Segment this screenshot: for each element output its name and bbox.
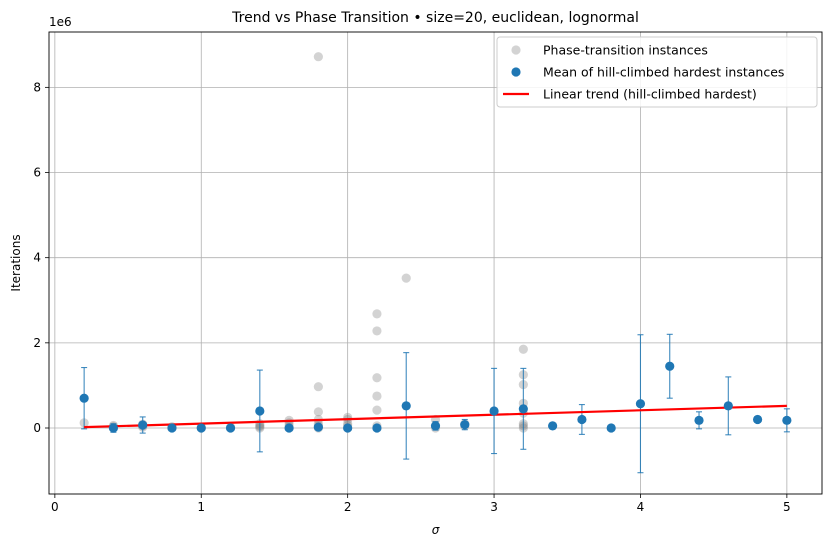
phase-transition-point	[372, 405, 382, 415]
legend-phase-marker	[511, 45, 521, 55]
hill-climbed-mean-point	[196, 423, 206, 433]
phase-transition-point	[313, 407, 323, 417]
y-tick-label: 4	[33, 251, 41, 265]
hill-climbed-mean-point	[225, 423, 236, 433]
hill-climbed-mean-point	[167, 423, 177, 433]
hill-climbed-mean-point	[79, 393, 89, 403]
hill-climbed-mean-point	[284, 423, 294, 433]
x-tick-label: 3	[490, 500, 498, 514]
x-axis-ticks: 0 1 2 3 4 5	[51, 494, 791, 514]
hill-climbed-mean-point	[635, 399, 646, 409]
phase-transition-point	[518, 344, 528, 354]
y-axis-ticks: 0 2 4 6 8	[33, 80, 49, 435]
hill-climbed-mean-point	[430, 421, 441, 431]
x-tick-label: 2	[344, 500, 352, 514]
hill-climbed-mean-point	[694, 415, 704, 425]
legend-mean-label: Mean of hill-climbed hardest instances	[543, 65, 784, 80]
hill-climbed-mean-point	[401, 401, 411, 411]
hill-climbed-mean-point	[577, 414, 587, 425]
phase-transition-point	[313, 382, 323, 392]
legend-mean-marker	[511, 67, 521, 77]
y-tick-label: 2	[33, 336, 41, 350]
hill-climbed-mean-point	[313, 422, 323, 432]
phase-transition-point	[313, 52, 323, 62]
hill-climbed-mean-point	[489, 406, 499, 416]
phase-transition-point	[372, 309, 382, 319]
hill-climbed-mean-point	[665, 361, 675, 371]
legend-trend-label: Linear trend (hill-climbed hardest)	[543, 87, 757, 102]
hill-climbed-mean-point	[138, 420, 148, 430]
y-tick-label: 8	[33, 80, 41, 94]
hill-climbed-mean-point	[606, 423, 616, 433]
x-tick-label: 4	[637, 500, 645, 514]
hill-climbed-mean-point	[548, 421, 558, 431]
x-axis-label: σ	[432, 523, 440, 537]
legend-box	[496, 36, 818, 108]
chart-title: Trend vs Phase Transition • size=20, euc…	[231, 10, 639, 26]
x-tick-label: 5	[783, 500, 791, 514]
hill-climbed-mean-points	[79, 361, 792, 433]
phase-transition-point	[372, 373, 382, 383]
phase-transition-point	[343, 412, 353, 422]
phase-transition-point	[372, 326, 382, 336]
hill-climbed-mean-point	[108, 423, 119, 433]
hill-climbed-mean-point	[460, 419, 470, 430]
hill-climbed-mean-point	[782, 415, 792, 425]
hill-climbed-mean-point	[518, 404, 528, 414]
plot-frame	[48, 31, 823, 495]
y-axis-label: Iterations	[9, 234, 23, 291]
y-axis-offset-label: 1e6	[49, 15, 72, 29]
phase-transition-point	[401, 273, 411, 283]
hill-climbed-mean-point	[372, 423, 382, 433]
x-tick-label: 0	[51, 500, 59, 514]
x-tick-label: 1	[197, 500, 205, 514]
hill-climbed-mean-point	[723, 401, 733, 411]
hill-climbed-mean-point	[255, 406, 265, 416]
phase-transition-point	[372, 391, 382, 401]
y-tick-label: 0	[33, 421, 41, 435]
legend-phase-label: Phase-transition instances	[543, 43, 708, 58]
hill-climbed-mean-point	[343, 423, 353, 433]
y-tick-label: 6	[33, 166, 41, 180]
hill-climbed-mean-point	[752, 414, 763, 425]
legend: Phase-transition instances Mean of hill-c…	[496, 36, 818, 108]
